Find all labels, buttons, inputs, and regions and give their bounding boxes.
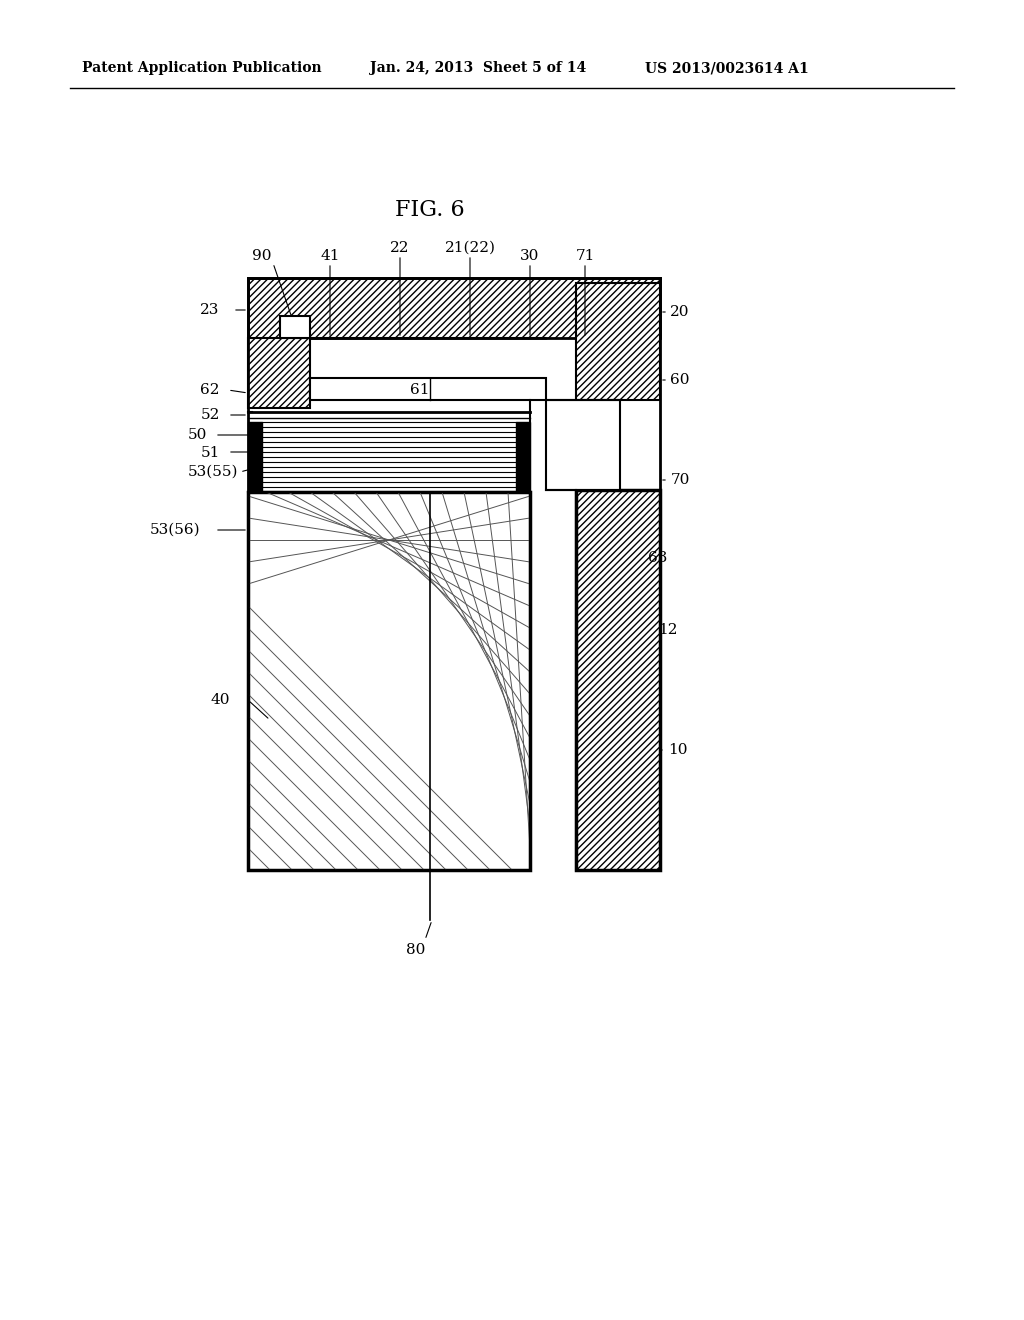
Bar	[575, 282, 660, 400]
Text: 70: 70	[671, 473, 690, 487]
Bar	[248, 338, 310, 408]
Text: 12: 12	[658, 623, 678, 638]
Text: 10: 10	[669, 743, 688, 756]
Bar	[248, 338, 310, 408]
Text: 51: 51	[201, 446, 220, 459]
Text: FIG. 6: FIG. 6	[395, 199, 465, 220]
Text: 90: 90	[252, 249, 271, 263]
Text: US 2013/0023614 A1: US 2013/0023614 A1	[645, 61, 809, 75]
Bar	[248, 279, 660, 338]
Text: 53(56): 53(56)	[150, 523, 201, 537]
Text: 63: 63	[648, 550, 668, 565]
Text: 50: 50	[187, 428, 207, 442]
Text: 30: 30	[520, 249, 540, 263]
Bar	[310, 378, 546, 400]
Bar	[248, 422, 262, 492]
Bar	[248, 492, 530, 870]
Text: Patent Application Publication: Patent Application Publication	[82, 61, 322, 75]
Bar	[516, 422, 530, 492]
Bar	[280, 315, 310, 338]
Text: 53(55): 53(55)	[187, 465, 239, 479]
Text: 71: 71	[575, 249, 595, 263]
Bar	[575, 282, 660, 400]
Text: 21(22): 21(22)	[444, 242, 496, 255]
Text: 22: 22	[390, 242, 410, 255]
Text: 80: 80	[407, 942, 426, 957]
Text: 23: 23	[201, 304, 220, 317]
Text: 40: 40	[210, 693, 229, 708]
Bar	[575, 490, 660, 870]
Text: 41: 41	[321, 249, 340, 263]
Bar	[575, 490, 660, 870]
Text: 62: 62	[201, 383, 220, 397]
Bar	[546, 400, 620, 490]
Text: 60: 60	[671, 374, 690, 387]
Text: Jan. 24, 2013  Sheet 5 of 14: Jan. 24, 2013 Sheet 5 of 14	[370, 61, 587, 75]
Text: 20: 20	[671, 305, 690, 319]
Bar	[248, 279, 660, 338]
Text: 61: 61	[411, 383, 430, 397]
Text: 52: 52	[201, 408, 220, 422]
